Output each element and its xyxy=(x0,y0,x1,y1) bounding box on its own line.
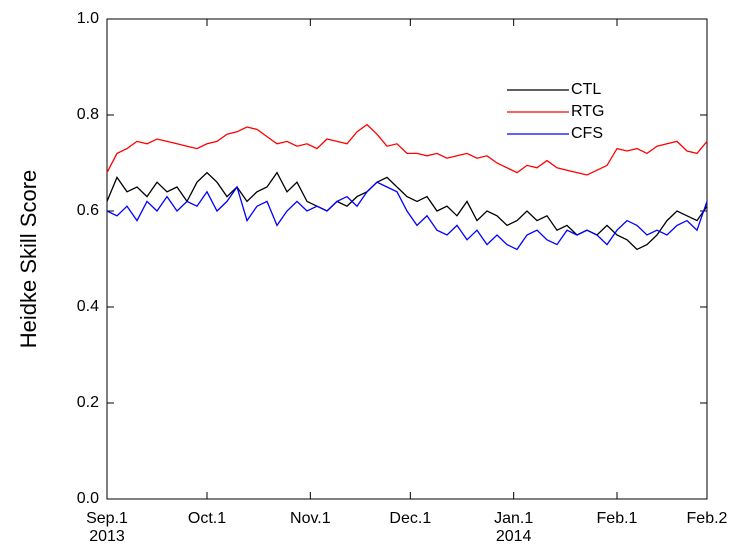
x-tick-label: Feb.1 xyxy=(597,510,638,527)
series-line xyxy=(106,171,708,251)
x-tick-label: Jan.1 xyxy=(494,510,533,527)
series-line xyxy=(106,123,708,176)
y-tick-label: 0.8 xyxy=(77,106,99,123)
x-tick-label: Oct.1 xyxy=(188,510,226,527)
y-axis-label: Heidke Skill Score xyxy=(16,170,41,349)
year-label: 2014 xyxy=(496,528,532,545)
plot-frame xyxy=(106,18,708,500)
legend-label: CTL xyxy=(571,81,601,98)
series-line xyxy=(106,181,708,251)
legend-label: CFS xyxy=(571,125,603,142)
legend-label: RTG xyxy=(571,103,604,120)
x-tick-label: Dec.1 xyxy=(389,510,431,527)
x-tick-label: Feb.2 xyxy=(687,510,728,527)
year-label: 2013 xyxy=(89,528,125,545)
y-tick-label: 0.2 xyxy=(77,394,99,411)
y-tick-label: 0.6 xyxy=(77,202,99,219)
x-tick-label: Sep.1 xyxy=(86,510,128,527)
y-tick-label: 0.4 xyxy=(77,298,99,315)
y-tick-label: 1.0 xyxy=(77,10,99,27)
y-tick-label: 0.0 xyxy=(77,490,99,507)
x-tick-label: Nov.1 xyxy=(290,510,331,527)
